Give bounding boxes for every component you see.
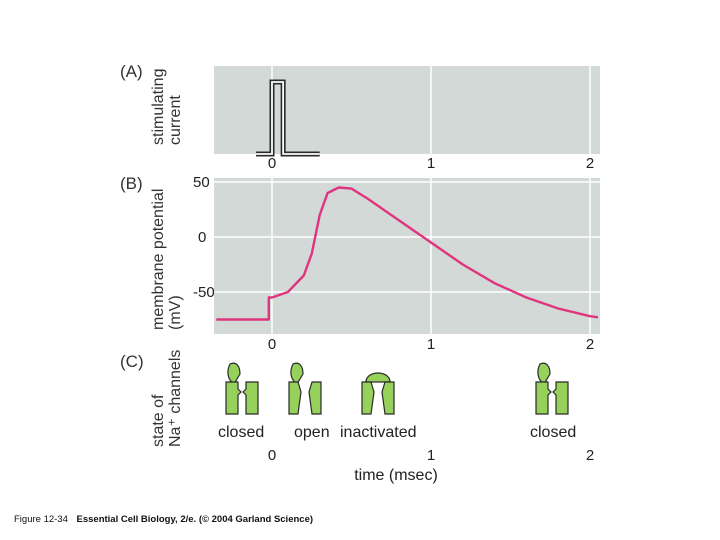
panel-b-plot-area (213, 178, 600, 334)
panel-c: (C) state of Na⁺ channels closed open (120, 350, 594, 484)
caption-text: Essential Cell Biology, 2/e. (© 2004 Gar… (76, 514, 314, 525)
na-channel-inactivated (361, 372, 395, 415)
stimulus-pulse-line (256, 81, 320, 155)
channel-gate-flap (290, 362, 304, 385)
panel-b-letter: (B) (120, 174, 143, 193)
membrane-potential-line (216, 186, 599, 321)
panel-c-ylabel-line1: state of (150, 394, 167, 447)
panel-a-trace-group (256, 79, 320, 157)
channel-inactivation-plug (365, 372, 391, 383)
panel-b-xtick-0: 0 (268, 336, 276, 353)
panel-c-xtick-2: 2 (586, 447, 594, 464)
panel-a-ylabel-line2: current (167, 95, 184, 145)
panel-b: (B) membrane potential (mV) 50 0 -50 0 1… (120, 174, 600, 353)
panel-c-xtick-1: 1 (427, 447, 435, 464)
panel-a: (A) stimulating current 0 1 2 (120, 62, 600, 172)
panel-a-xtick-2: 2 (586, 155, 594, 172)
x-axis-label: time (msec) (354, 467, 438, 484)
na-channel-open (288, 362, 322, 415)
panel-a-xtick-1: 1 (427, 155, 435, 172)
panel-c-ylabel-line2: Na⁺ channels (167, 350, 184, 447)
panel-b-ylabel-line2: (mV) (167, 295, 184, 330)
channel-left-subunit (535, 381, 552, 415)
na-channel-closed-1 (225, 362, 259, 415)
panel-b-ytick-50: 50 (193, 174, 210, 191)
state-label-open: open (294, 424, 330, 441)
channel-left-subunit (288, 381, 302, 415)
figure-number: Figure 12-34 (14, 514, 68, 525)
channel-right-subunit (552, 381, 569, 415)
panel-a-ylabel-line1: stimulating (150, 69, 167, 145)
panel-b-ylabel-line1: membrane potential (150, 189, 167, 330)
state-label-inactivated: inactivated (340, 424, 417, 441)
channel-right-subunit (381, 381, 395, 415)
panel-c-letter: (C) (120, 352, 144, 371)
panel-b-ytick-0: 0 (198, 229, 206, 246)
channel-left-subunit (361, 381, 375, 415)
panel-b-xtick-2: 2 (586, 336, 594, 353)
panel-a-xtick-0: 0 (268, 155, 276, 172)
na-channel-closed-2 (535, 362, 569, 415)
figure-caption: Figure 12-34 Essential Cell Biology, 2/e… (14, 514, 313, 525)
channel-left-subunit (225, 381, 242, 415)
panel-a-letter: (A) (120, 62, 143, 81)
channel-gate-flap (537, 362, 551, 385)
state-label-closed-2: closed (530, 424, 576, 441)
channel-right-subunit (308, 381, 322, 415)
panel-b-ytick-minus50: -50 (193, 284, 215, 301)
state-label-closed-1: closed (218, 424, 264, 441)
panel-b-xtick-1: 1 (427, 336, 435, 353)
channel-right-subunit (242, 381, 259, 415)
panel-c-xtick-0: 0 (268, 447, 276, 464)
channel-gate-open-flap (227, 362, 241, 385)
panel-b-grid (213, 178, 600, 334)
